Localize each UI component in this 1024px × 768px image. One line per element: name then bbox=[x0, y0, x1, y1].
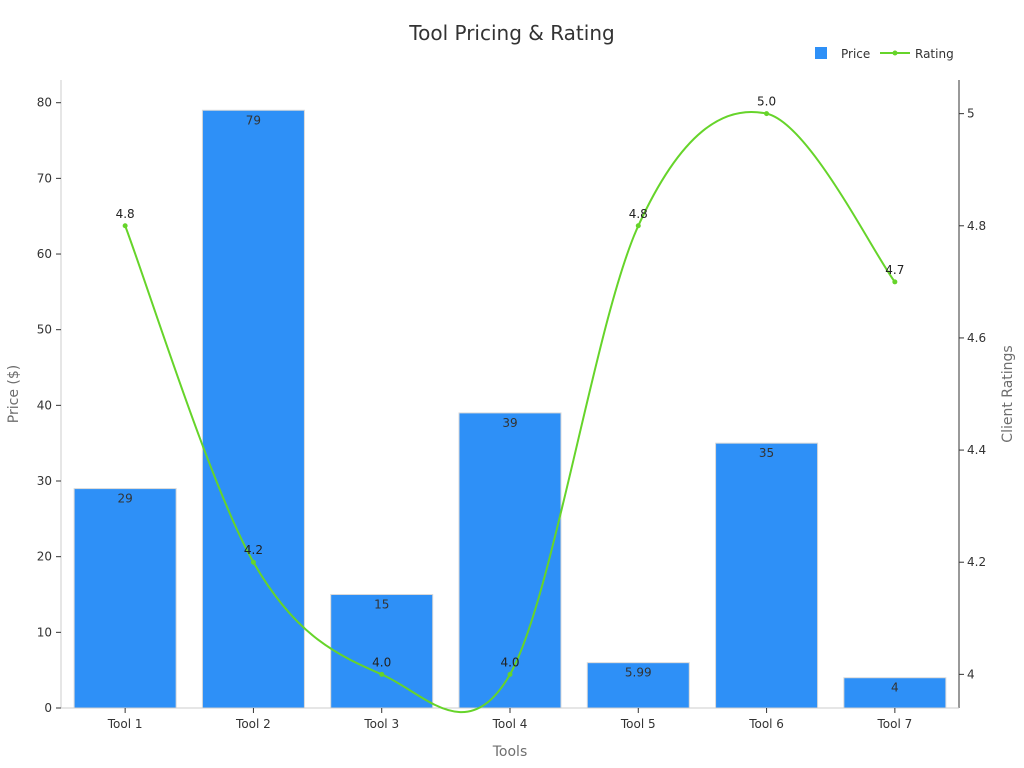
rating-point bbox=[379, 671, 385, 677]
chart-title: Tool Pricing & Rating bbox=[408, 21, 614, 45]
y2-tick-label: 4.4 bbox=[967, 443, 986, 457]
rating-value-label: 5.0 bbox=[757, 95, 776, 109]
y2-tick-label: 5 bbox=[967, 107, 975, 121]
rating-point bbox=[507, 671, 513, 677]
x-tick-label: Tool 4 bbox=[492, 717, 528, 731]
rating-value-label: 4.0 bbox=[372, 655, 391, 669]
y-tick-label: 60 bbox=[37, 247, 52, 261]
y-tick-label: 70 bbox=[37, 171, 52, 185]
y2-tick-label: 4 bbox=[967, 667, 975, 681]
x-tick-label: Tool 3 bbox=[363, 717, 399, 731]
y2-tick-label: 4.8 bbox=[967, 219, 986, 233]
y-tick-label: 20 bbox=[37, 550, 52, 564]
legend-rating-label: Rating bbox=[915, 47, 954, 61]
legend-rating-marker bbox=[892, 50, 898, 56]
x-tick-label: Tool 2 bbox=[235, 717, 271, 731]
y-tick-label: 40 bbox=[37, 398, 52, 412]
rating-value-label: 4.8 bbox=[629, 207, 648, 221]
price-bar-value-label: 5.99 bbox=[625, 666, 652, 680]
rating-point bbox=[892, 279, 898, 285]
price-bar bbox=[201, 109, 305, 709]
price-bar bbox=[330, 594, 434, 709]
price-bar-value-label: 15 bbox=[374, 598, 389, 612]
rating-series: 4.8 4.2 4.0 4.0 4.8 5.0 4.7 bbox=[116, 95, 904, 714]
rating-point bbox=[250, 559, 256, 565]
x-tick-label: Tool 1 bbox=[107, 717, 143, 731]
rating-value-label: 4.2 bbox=[244, 543, 263, 557]
x-axis-title: Tools bbox=[492, 744, 528, 760]
rating-point bbox=[635, 223, 641, 229]
rating-value-label: 4.8 bbox=[116, 207, 135, 221]
x-tick-label: Tool 6 bbox=[748, 717, 784, 731]
price-bar bbox=[586, 662, 690, 709]
rating-point bbox=[122, 223, 128, 229]
x-tick-label: Tool 7 bbox=[876, 717, 912, 731]
y-tick-label: 30 bbox=[37, 474, 52, 488]
legend-price-label: Price bbox=[841, 47, 870, 61]
price-bars bbox=[73, 109, 947, 709]
y2-tick-label: 4.2 bbox=[967, 555, 986, 569]
price-bar-value-label: 79 bbox=[246, 113, 261, 127]
price-bar-value-label: 4 bbox=[891, 681, 899, 695]
y-tick-label: 80 bbox=[37, 96, 52, 110]
price-bar-labels: 29 79 15 39 5.99 35 4 bbox=[118, 113, 899, 694]
y-tick-label: 0 bbox=[44, 701, 52, 715]
rating-point bbox=[764, 111, 770, 117]
rating-value-label: 4.0 bbox=[500, 655, 519, 669]
axes: 0 10 20 30 40 50 60 70 80 4 4.2 4.4 4.6 4.8 5 Tool 1 Too… bbox=[37, 80, 986, 731]
y-axis-left-title: Price ($) bbox=[6, 365, 22, 423]
price-bar-value-label: 29 bbox=[118, 492, 133, 506]
y-axis-right-title: Client Ratings bbox=[1000, 345, 1016, 442]
price-bar-value-label: 39 bbox=[502, 416, 517, 430]
price-bar bbox=[715, 442, 819, 709]
y2-tick-label: 4.6 bbox=[967, 331, 986, 345]
price-bar-value-label: 35 bbox=[759, 446, 774, 460]
legend: Price Rating bbox=[815, 47, 954, 61]
y-tick-label: 50 bbox=[37, 323, 52, 337]
legend-price-swatch bbox=[815, 47, 827, 59]
x-tick-label: Tool 5 bbox=[620, 717, 656, 731]
rating-line bbox=[124, 110, 896, 714]
price-bar bbox=[73, 488, 177, 709]
y-tick-label: 10 bbox=[37, 625, 52, 639]
rating-value-label: 4.7 bbox=[885, 263, 904, 277]
